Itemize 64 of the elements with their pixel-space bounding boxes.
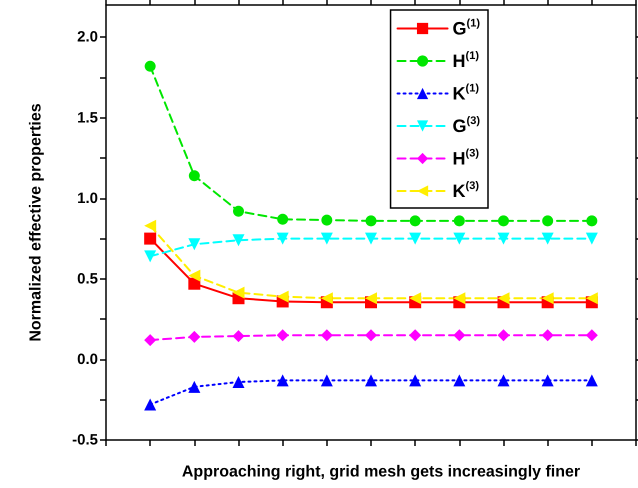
point: [453, 374, 466, 386]
point: [498, 215, 509, 226]
y-tick-label: 2.0: [77, 28, 98, 46]
y-tick-label: 1.0: [77, 190, 98, 207]
point: [144, 398, 156, 411]
y-tick-label: 0.5: [77, 270, 98, 288]
point: [320, 329, 333, 342]
point: [542, 374, 554, 386]
point: [366, 215, 376, 226]
point: [276, 290, 289, 303]
point: [365, 232, 377, 245]
point: [542, 215, 554, 226]
point: [498, 374, 510, 386]
point: [586, 215, 598, 226]
point: [188, 170, 200, 182]
point: [320, 292, 333, 304]
point: [233, 206, 244, 217]
point: [586, 374, 598, 386]
point: [542, 329, 554, 342]
point: [409, 292, 422, 304]
point: [144, 60, 156, 72]
point: [232, 286, 244, 299]
point: [410, 215, 421, 226]
y-tick-label: -0.5: [72, 432, 98, 448]
point: [144, 334, 156, 346]
point: [498, 292, 510, 304]
point: [276, 374, 289, 386]
point: [586, 329, 598, 342]
point: [188, 238, 200, 250]
point: [365, 374, 377, 386]
point: [454, 215, 465, 226]
point: [276, 232, 289, 245]
point: [144, 232, 156, 245]
point: [365, 329, 377, 342]
point: [409, 232, 422, 245]
point: [232, 330, 244, 342]
point: [277, 214, 288, 225]
point: [232, 376, 244, 388]
point: [542, 292, 554, 304]
y-axis-title: Normalized effective properties: [28, 103, 44, 342]
point: [586, 232, 598, 245]
point: [232, 234, 244, 246]
y-tick-label: 1.5: [77, 109, 98, 126]
point: [542, 232, 554, 245]
point: [276, 329, 289, 342]
y-tick-label: 0.0: [77, 350, 98, 368]
x-axis-title: Approaching right, grid mesh gets increasingly finer: [182, 464, 580, 480]
point: [498, 329, 510, 342]
point: [498, 232, 510, 245]
point: [321, 214, 332, 226]
point: [188, 270, 200, 282]
point: [320, 232, 333, 245]
point: [320, 374, 333, 386]
point: [144, 250, 156, 262]
point: [188, 380, 200, 393]
point: [409, 374, 422, 386]
point: [144, 220, 156, 232]
point: [188, 330, 200, 343]
point: [453, 232, 466, 245]
point: [453, 329, 466, 342]
point: [365, 292, 377, 304]
point: [586, 292, 598, 304]
point: [409, 329, 422, 342]
point: [453, 292, 466, 304]
